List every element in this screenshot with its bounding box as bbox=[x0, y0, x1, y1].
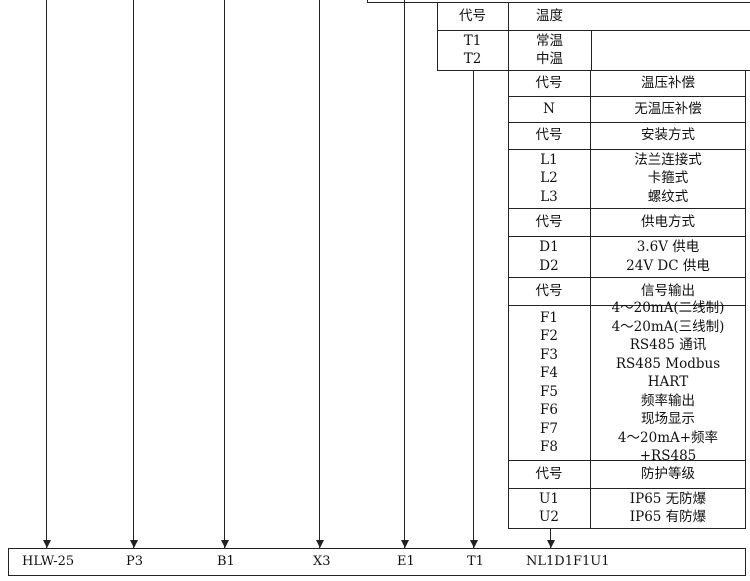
arrow-head bbox=[129, 540, 138, 548]
values-cell: 3.6V 供电 24V DC 供电 bbox=[590, 236, 746, 277]
header-code: 代号 bbox=[535, 213, 563, 230]
cell-line: F8 bbox=[540, 439, 558, 455]
model-code-segment: HLW-25 bbox=[22, 554, 75, 569]
cell-line: U1 bbox=[539, 490, 559, 507]
cell-line: 频率输出 bbox=[641, 392, 695, 409]
codes-cell: U1 U2 bbox=[508, 488, 590, 528]
model-code-segment: B1 bbox=[217, 554, 235, 569]
connector-line bbox=[319, 0, 320, 548]
cell-line: L1 bbox=[540, 151, 558, 168]
connector-line bbox=[224, 0, 225, 548]
arrow-head bbox=[42, 540, 51, 548]
codes-cell: T1 T2 bbox=[437, 30, 508, 70]
model-code-segment: X3 bbox=[313, 554, 331, 569]
cell-line: IP65 无防爆 bbox=[629, 490, 707, 507]
arrow-head bbox=[315, 540, 324, 548]
column-divider bbox=[590, 122, 591, 208]
cell-line: RS485 Modbus bbox=[615, 355, 721, 372]
header-code: 代号 bbox=[535, 465, 563, 482]
cell-line: F2 bbox=[540, 328, 558, 344]
column-divider bbox=[591, 30, 592, 70]
cell-line: 现场显示 bbox=[641, 411, 695, 428]
connector-line bbox=[46, 0, 47, 548]
connector-line bbox=[550, 528, 551, 548]
connector-line bbox=[367, 0, 368, 3]
cell-line: F5 bbox=[540, 383, 558, 400]
cell-line: D1 bbox=[539, 239, 559, 255]
connector-line bbox=[473, 70, 474, 548]
cell-line: T1 bbox=[463, 32, 482, 49]
cell-line: F6 bbox=[540, 402, 558, 418]
column-divider bbox=[590, 460, 591, 528]
header-title: 防护等级 bbox=[641, 465, 695, 482]
column-divider bbox=[590, 70, 591, 122]
cell-line: 3.6V 供电 bbox=[636, 239, 700, 255]
values-cell: 法兰连接式卡箍式 螺纹式 bbox=[590, 149, 746, 208]
cell-line: U2 bbox=[539, 509, 559, 525]
cell-line: 常温 bbox=[536, 32, 563, 49]
connector-line bbox=[133, 0, 134, 548]
header-title: 安装方式 bbox=[641, 127, 695, 144]
cell-line: 4～20mA(二线制) bbox=[611, 300, 725, 317]
codes-cell: D1 D2 bbox=[508, 236, 590, 277]
cell-line: HART bbox=[647, 374, 689, 391]
cell-line: 24V DC 供电 bbox=[626, 257, 710, 274]
header-code: 代号 bbox=[535, 282, 563, 299]
model-code-segment: T1 bbox=[467, 554, 484, 569]
arrow-head bbox=[469, 540, 478, 548]
cell-line: L2 bbox=[540, 170, 558, 187]
model-code-segment: E1 bbox=[397, 554, 415, 569]
values-cell: 常温 中温 bbox=[508, 30, 591, 70]
cell-line: T2 bbox=[463, 51, 482, 67]
codes-cell: F1 F2 F3 F4 F5 F6 F7 F8 bbox=[508, 305, 590, 460]
header-code: 代号 bbox=[535, 74, 563, 91]
arrow-head bbox=[220, 540, 229, 548]
header-title: 信号输出 bbox=[641, 282, 695, 299]
cell-line: 中温 bbox=[536, 51, 563, 67]
header-code: 代号 bbox=[535, 127, 563, 144]
column-divider bbox=[590, 208, 591, 277]
values-cell: IP65 无防爆 IP65 有防爆 bbox=[590, 488, 746, 528]
values-cell: 4～20mA(二线制) 4～20mA(三线制) RS485 通讯 RS485 Modb… bbox=[590, 300, 746, 464]
cell-line: F3 bbox=[540, 346, 558, 363]
cell-line: F7 bbox=[540, 420, 558, 437]
column-divider bbox=[508, 2, 509, 70]
cell-line: L3 bbox=[540, 188, 558, 205]
column-divider bbox=[590, 277, 591, 460]
connector-line bbox=[404, 0, 405, 548]
header-title: 供电方式 bbox=[641, 213, 695, 230]
arrow-head bbox=[400, 540, 409, 548]
cell-line: 卡箍式 bbox=[647, 170, 689, 187]
cell-line: D2 bbox=[539, 257, 559, 274]
codes-cell: N bbox=[508, 96, 590, 122]
cell-line: N bbox=[543, 100, 555, 117]
cell-line: 螺纹式 bbox=[647, 188, 689, 205]
cell-line: 无温压补偿 bbox=[634, 100, 702, 117]
header-code: 代号 bbox=[459, 7, 486, 24]
header-title: 温压补偿 bbox=[641, 74, 695, 91]
model-code-segment: NL1D1F1U1 bbox=[526, 554, 610, 569]
cell-line: RS485 通讯 bbox=[629, 337, 707, 354]
header-title: 温度 bbox=[536, 7, 563, 24]
cell-line: IP65 有防爆 bbox=[629, 509, 707, 525]
values-cell: 无温压补偿 bbox=[590, 96, 746, 122]
model-code-segment: P3 bbox=[126, 554, 144, 569]
codes-cell: L1 L2 L3 bbox=[508, 149, 590, 208]
cell-line: F4 bbox=[540, 365, 558, 381]
cell-line: 4～20mA(三线制) bbox=[611, 318, 725, 335]
cell-line: F1 bbox=[540, 309, 558, 326]
option-table-4-body bbox=[508, 488, 746, 529]
model-code-box bbox=[8, 548, 746, 576]
arrow-head bbox=[546, 540, 555, 548]
cell-line: 法兰连接式 bbox=[634, 151, 702, 168]
